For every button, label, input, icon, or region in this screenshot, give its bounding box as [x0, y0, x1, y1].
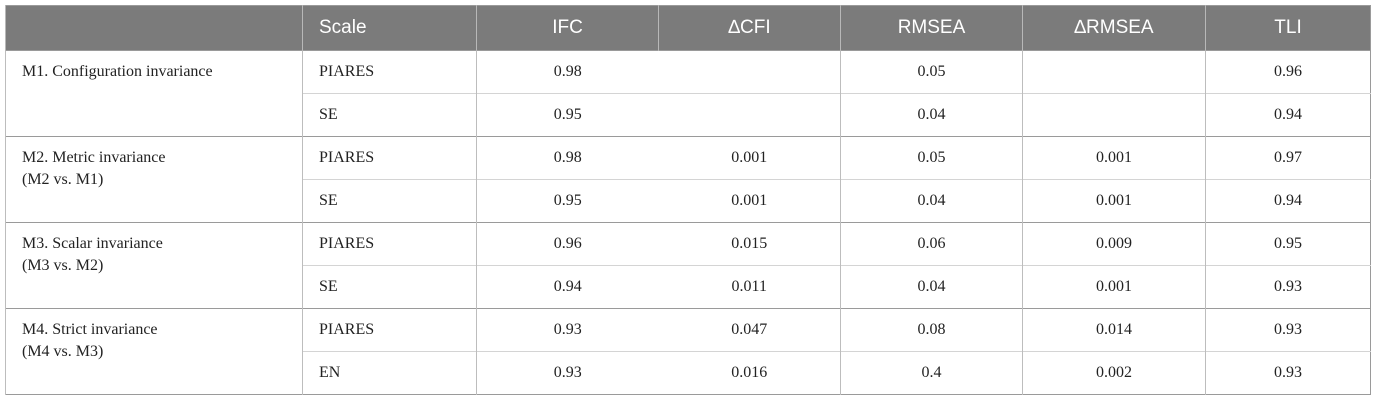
value-cell: 0.002 [1022, 351, 1206, 395]
value-cell: 0.04 [840, 179, 1023, 223]
value-cell: 0.001 [1022, 136, 1206, 180]
value-cell: 0.93 [1205, 351, 1371, 395]
scale-cell: PIARES [302, 50, 477, 94]
value-cell: 0.94 [1205, 179, 1371, 223]
value-cell: 0.001 [658, 179, 841, 223]
scale-cell: SE [302, 179, 477, 223]
value-cell: 0.001 [658, 136, 841, 180]
table-row: M3. Scalar invariance (M3 vs. M2) PIARES 0.… [5, 222, 1371, 309]
group-label-line: (M3 vs. M2) [22, 257, 104, 274]
value-cell: 0.047 [658, 308, 841, 352]
group-label-line: (M2 vs. M1) [22, 171, 104, 188]
group-label-line: M3. Scalar invariance [22, 235, 163, 252]
table-row: M2. Metric invariance (M2 vs. M1) PIARES 0.… [5, 136, 1371, 223]
value-cell [1022, 50, 1206, 94]
group-label-line: M2. Metric invariance [22, 149, 166, 166]
table-row: SE 0.95 0.04 0.94 [6, 93, 1371, 137]
table-header: Scale IFC ∆CFI RMSEA ∆RMSEA TLI [5, 5, 1371, 51]
value-cell: 0.08 [840, 308, 1023, 352]
scale-cell: SE [302, 265, 477, 309]
column-header: ∆RMSEA [1022, 5, 1206, 51]
value-cell [658, 50, 841, 94]
column-header: TLI [1205, 5, 1371, 51]
value-cell: 0.015 [658, 222, 841, 266]
column-header: ∆CFI [658, 5, 841, 51]
value-cell: 0.001 [1022, 179, 1206, 223]
invariance-table: Scale IFC ∆CFI RMSEA ∆RMSEA TLI M1. Configura… [5, 5, 1371, 395]
group-label-line: (M4 vs. M3) [22, 343, 104, 360]
table-row: M4. Strict invariance (M4 vs. M3) PIARES 0.… [5, 308, 1371, 395]
value-cell: 0.98 [476, 50, 659, 94]
scale-cell: EN [302, 351, 477, 395]
value-cell [1022, 93, 1206, 137]
group-label-line: M1. Configuration invariance [22, 63, 213, 80]
scale-cell: PIARES [302, 136, 477, 180]
value-cell: 0.05 [840, 136, 1023, 180]
value-cell: 0.96 [476, 222, 659, 266]
column-header: RMSEA [840, 5, 1023, 51]
table-row: EN 0.93 0.016 0.4 0.002 0.93 [6, 351, 1371, 395]
value-cell: 0.009 [1022, 222, 1206, 266]
scale-cell: PIARES [302, 308, 477, 352]
group-label: M2. Metric invariance (M2 vs. M1) [5, 136, 303, 223]
value-cell: 0.94 [1205, 93, 1371, 137]
group-label: M1. Configuration invariance [5, 50, 303, 137]
value-cell: 0.05 [840, 50, 1023, 94]
value-cell: 0.94 [476, 265, 659, 309]
table-row: M1. Configuration invariance PIARES 0.98 0.… [5, 50, 1371, 137]
value-cell: 0.96 [1205, 50, 1371, 94]
value-cell [658, 93, 841, 137]
value-cell: 0.98 [476, 136, 659, 180]
value-cell: 0.93 [1205, 308, 1371, 352]
column-header: Scale [302, 5, 477, 51]
value-cell: 0.001 [1022, 265, 1206, 309]
value-cell: 0.95 [476, 93, 659, 137]
value-cell: 0.04 [840, 265, 1023, 309]
column-header: IFC [476, 5, 659, 51]
value-cell: 0.93 [1205, 265, 1371, 309]
header-row: Scale IFC ∆CFI RMSEA ∆RMSEA TLI [5, 5, 1371, 51]
value-cell: 0.95 [1205, 222, 1371, 266]
value-cell: 0.93 [476, 351, 659, 395]
value-cell: 0.014 [1022, 308, 1206, 352]
scale-cell: PIARES [302, 222, 477, 266]
scale-cell: SE [302, 93, 477, 137]
group-label: M3. Scalar invariance (M3 vs. M2) [5, 222, 303, 309]
table-row: SE 0.94 0.011 0.04 0.001 0.93 [6, 265, 1371, 309]
value-cell: 0.97 [1205, 136, 1371, 180]
header-cell [5, 5, 303, 51]
group-label: M4. Strict invariance (M4 vs. M3) [5, 308, 303, 395]
group-label-line: M4. Strict invariance [22, 321, 158, 338]
value-cell: 0.011 [658, 265, 841, 309]
table-row: SE 0.95 0.001 0.04 0.001 0.94 [6, 179, 1371, 223]
value-cell: 0.04 [840, 93, 1023, 137]
value-cell: 0.93 [476, 308, 659, 352]
value-cell: 0.06 [840, 222, 1023, 266]
value-cell: 0.95 [476, 179, 659, 223]
value-cell: 0.016 [658, 351, 841, 395]
value-cell: 0.4 [840, 351, 1023, 395]
table-body: M1. Configuration invariance PIARES 0.98 0.… [5, 50, 1371, 395]
